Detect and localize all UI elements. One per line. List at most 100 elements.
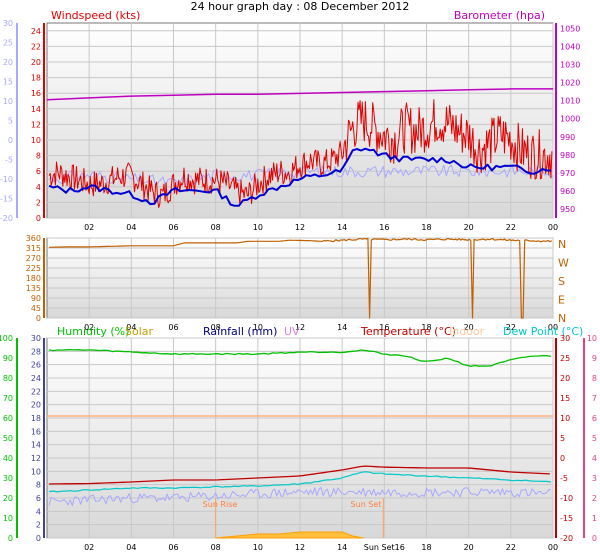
direction-axes: 02 04 06 08 10 12 14 16 18 20 22 000459013518022527… bbox=[26, 234, 569, 332]
legend-dewpoint: Dew Point (°C) bbox=[503, 325, 583, 338]
wind-panel: Windspeed (kts) Barometer (hpa) 02 04 06 08… bbox=[0, 9, 580, 232]
direction-left-tick-label: 225 bbox=[26, 264, 41, 273]
rain-tick-label: 14 bbox=[31, 441, 41, 450]
temperature-axes: 02 04 06 08 10 12 14 Sun Set16 18 20 22 00010203040… bbox=[0, 334, 597, 552]
wind-left-tick-label: 2 bbox=[36, 198, 41, 207]
humidity-tick-label: 20 bbox=[3, 494, 13, 503]
wind-outer-tick-label: 30 bbox=[3, 19, 13, 28]
temperature-x-tick-label: 12 bbox=[295, 543, 305, 552]
temp-tick-label: -10 bbox=[560, 494, 573, 503]
uv-tick-label: 2 bbox=[592, 494, 597, 503]
temperature-x-tick-label: 00 bbox=[548, 543, 558, 552]
wind-left-tick-label: 14 bbox=[31, 105, 41, 114]
humidity-tick-label: 60 bbox=[3, 414, 13, 423]
wind-left-tick-label: 16 bbox=[31, 89, 41, 98]
direction-compass-label: S bbox=[558, 275, 565, 288]
humidity-tick-label: 100 bbox=[0, 334, 13, 343]
barometer-tick-label: 1030 bbox=[560, 61, 580, 70]
wind-x-tick-label: 02 bbox=[84, 223, 94, 232]
wind-left-tick-label: 22 bbox=[31, 42, 41, 51]
barometer-line bbox=[46, 88, 553, 101]
rain-tick-label: 18 bbox=[31, 414, 41, 423]
direction-left-tick-label: 270 bbox=[26, 254, 41, 263]
wind-outer-tick-label: 20 bbox=[3, 58, 13, 67]
barometer-tick-label: 990 bbox=[560, 133, 575, 142]
direction-x-tick-label: 20 bbox=[464, 323, 474, 332]
humidity-tick-label: 80 bbox=[3, 374, 13, 383]
annotation-sun-set: Sun Set bbox=[351, 500, 382, 509]
rain-tick-label: 10 bbox=[31, 467, 41, 476]
direction-x-tick-label: 16 bbox=[379, 323, 389, 332]
wind-left-tick-label: 20 bbox=[31, 58, 41, 67]
wind-legend-barometer: Barometer (hpa) bbox=[454, 9, 545, 22]
wind-left-tick-label: 8 bbox=[36, 152, 41, 161]
humidity-tick-label: 0 bbox=[8, 534, 13, 543]
wind-average-line bbox=[48, 147, 551, 207]
barometer-tick-label: 1050 bbox=[560, 24, 580, 33]
barometer-tick-label: 950 bbox=[560, 205, 575, 214]
rain-tick-label: 4 bbox=[36, 507, 41, 516]
temp-tick-label: 0 bbox=[560, 454, 565, 463]
direction-x-tick-label: 12 bbox=[295, 323, 305, 332]
uv-tick-label: 10 bbox=[587, 334, 597, 343]
rain-tick-label: 6 bbox=[36, 494, 41, 503]
wind-x-tick-label: 12 bbox=[295, 223, 305, 232]
direction-x-tick-label: 10 bbox=[253, 323, 263, 332]
rainfall-light-line bbox=[48, 487, 551, 506]
wind-x-tick-label: 18 bbox=[421, 223, 431, 232]
direction-panel: 02 04 06 08 10 12 14 16 18 20 22 000459013518022527… bbox=[26, 234, 569, 332]
temp-tick-label: 25 bbox=[560, 354, 570, 363]
direction-x-tick-label: 22 bbox=[506, 323, 516, 332]
temp-tick-label: 20 bbox=[560, 374, 570, 383]
wind-outer-tick-label: -5 bbox=[5, 156, 13, 165]
direction-compass-label: W bbox=[558, 257, 569, 270]
temp-tick-label: 5 bbox=[560, 434, 565, 443]
uv-tick-label: 1 bbox=[592, 514, 597, 523]
temp-tick-label: -5 bbox=[560, 474, 568, 483]
direction-compass-label: N bbox=[558, 312, 566, 325]
legend-rainfall: Rainfall (mm) bbox=[203, 325, 277, 338]
direction-left-tick-label: 360 bbox=[26, 234, 41, 243]
direction-left-tick-label: 135 bbox=[26, 284, 41, 293]
wind-x-tick-label: 06 bbox=[168, 223, 178, 232]
wind-outer-tick-label: 5 bbox=[8, 117, 13, 126]
temperature-x-tick-label: 02 bbox=[84, 543, 94, 552]
uv-tick-label: 6 bbox=[592, 414, 597, 423]
wind-series bbox=[46, 88, 553, 208]
wind-x-tick-label: 16 bbox=[379, 223, 389, 232]
wind-x-tick-label: 08 bbox=[211, 223, 221, 232]
dewpoint-line bbox=[49, 471, 551, 493]
uv-tick-label: 0 bbox=[592, 534, 597, 543]
wind-left-tick-label: 6 bbox=[36, 167, 41, 176]
wind-x-tick-label: 04 bbox=[126, 223, 136, 232]
direction-left-tick-label: 45 bbox=[31, 304, 41, 313]
page-title: 24 hour graph day : 08 December 2012 bbox=[191, 0, 410, 13]
wind-outer-tick-label: -15 bbox=[0, 195, 13, 204]
uv-tick-label: 8 bbox=[592, 374, 597, 383]
wind-outer-tick-label: 15 bbox=[3, 78, 13, 87]
temp-tick-label: 30 bbox=[560, 334, 570, 343]
wind-outer-tick-label: 0 bbox=[8, 136, 13, 145]
direction-x-tick-label: 08 bbox=[211, 323, 221, 332]
wind-outer-tick-label: 25 bbox=[3, 39, 13, 48]
wind-left-tick-label: 0 bbox=[36, 214, 41, 223]
direction-x-tick-label: 18 bbox=[421, 323, 431, 332]
temp-tick-label: 10 bbox=[560, 414, 570, 423]
wind-left-tick-label: 18 bbox=[31, 74, 41, 83]
temperature-x-tick-label: 10 bbox=[253, 543, 263, 552]
direction-x-tick-label: 14 bbox=[337, 323, 347, 332]
legend-temperature: Temperature (°C) bbox=[360, 325, 456, 338]
annotation-sun-rise: Sun Rise bbox=[203, 500, 238, 509]
humidity-tick-label: 70 bbox=[3, 394, 13, 403]
temperature-x-tick-label: 18 bbox=[421, 543, 431, 552]
barometer-tick-label: 980 bbox=[560, 151, 575, 160]
barometer-tick-label: 1020 bbox=[560, 79, 580, 88]
barometer-tick-label: 1040 bbox=[560, 42, 580, 51]
direction-left-tick-label: 90 bbox=[31, 294, 41, 303]
direction-left-tick-label: 0 bbox=[36, 314, 41, 323]
temperature-x-tick-label: 08 bbox=[211, 543, 221, 552]
legend-uv: UV bbox=[284, 325, 300, 338]
humidity-tick-label: 90 bbox=[3, 354, 13, 363]
rain-tick-label: 22 bbox=[31, 387, 41, 396]
